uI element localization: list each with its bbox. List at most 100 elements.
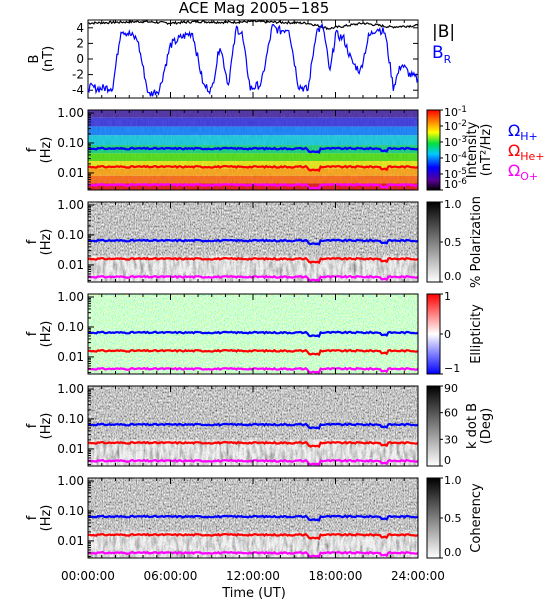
intensity-ytick-label: 0.10: [57, 136, 84, 150]
intensity-ytick-label: 1.00: [57, 106, 84, 120]
polarization-ytick-label: 0.01: [57, 258, 84, 272]
kdotb-ytick-label: 1.00: [57, 382, 84, 396]
polarization-colorbar: [426, 201, 441, 283]
panel-coherency: 1.00 0.10 0.01 f (Hz) 1.0 0.5 0.0 Coherency: [25, 474, 484, 559]
intensity-h_gyro-line: [87, 146, 419, 154]
legend-h-symbol: Ω: [508, 121, 520, 140]
ellipticity-texture: [88, 294, 418, 374]
kdotb-h_gyro-line: [87, 422, 419, 430]
legend-radial-name: B: [432, 43, 444, 63]
ellipticity-cbar-label: 0: [444, 328, 451, 341]
coherency-ylabel-f: f: [25, 515, 40, 520]
intensity-cbar-label: 10-5: [444, 167, 467, 181]
intensity-texture: [88, 110, 418, 190]
x-tick-label: 00:00:00: [61, 569, 115, 583]
kdotb-cbar-label: 60: [444, 407, 458, 420]
coherency-ylabel-unit: (Hz): [39, 505, 54, 532]
field-ytick-label: 0: [76, 52, 84, 66]
x-axis-label: Time (UT): [221, 586, 286, 600]
field-ytick-label: -2: [72, 68, 84, 82]
intensity-cbar-label: 10-1: [444, 105, 467, 119]
x-tick-labels: 00:00:00 06:00:00 12:00:00 18:00:00 24:00:00: [61, 569, 445, 583]
kdotb-cbar-label: 90: [444, 382, 458, 395]
field-y-ticks: 42 0 -2-4: [72, 20, 419, 98]
legend-he-gyro: ΩHe+: [508, 141, 545, 163]
coherency-colorbar: [426, 477, 441, 559]
polarization-cbar-label: 0.5: [444, 236, 462, 249]
chart-title: ACE Mag 2005−185: [179, 0, 330, 17]
ellipticity-colorbar: [426, 293, 441, 375]
field-ytick-label: 2: [76, 36, 84, 50]
x-tick-label: 24:00:00: [391, 569, 445, 583]
field-line-radial: [87, 22, 419, 97]
spectrogram-panels: 1.000.100.01f (Hz)10-110-210-310-410-510-…: [25, 105, 494, 559]
coherency-cbar-label: 0.5: [444, 512, 462, 525]
kdotb-colorbar: [426, 385, 441, 467]
intensity-colorbar-title: Intensity: [465, 121, 480, 178]
ellipticity-ytick-label: 0.01: [57, 350, 84, 364]
x-tick-label: 18:00:00: [309, 569, 363, 583]
coherency-ytick-label: 1.00: [57, 474, 84, 488]
polarization-colorbar-title: % Polarization: [469, 196, 484, 288]
ellipticity-colorbar-title: Ellipticity: [469, 304, 484, 364]
polarization-he_gyro-line: [87, 256, 419, 265]
coherency-cbar-label: 1.0: [444, 474, 462, 487]
ellipticity-ylabel-f: f: [25, 331, 40, 336]
field-ylabel-line2: (nT): [41, 46, 56, 72]
kdotb-ylabel-f: f: [25, 423, 40, 428]
polarization-ylabel-unit: (Hz): [39, 229, 54, 256]
coherency-h_gyro-line: [87, 514, 419, 522]
intensity-ylabel-f: f: [25, 147, 40, 152]
field-lines: [87, 19, 419, 97]
field-line-total: [87, 19, 419, 31]
polarization-cbar-label: 1.0: [444, 198, 462, 211]
field-ytick-label: 4: [76, 21, 84, 35]
legend-o-sub: O+: [520, 170, 538, 183]
legend-radial-sub: R: [444, 53, 452, 66]
kdotb-ylabel-unit: (Hz): [39, 413, 54, 440]
kdotb-cbar-label: 30: [444, 433, 458, 446]
ellipticity-ylabel-unit: (Hz): [39, 321, 54, 348]
coherency-ytick-label: 0.01: [57, 534, 84, 548]
kdotb-cbar-label: 0: [444, 454, 451, 467]
kdotb-colorbar-title: k dot B: [465, 403, 480, 449]
intensity-cbar-label: 10-2: [444, 119, 467, 133]
coherency-cbar-label: 0.0: [444, 546, 462, 559]
legend-h-sub: H+: [520, 130, 538, 143]
legend-h-gyro: ΩH+: [508, 121, 538, 143]
polarization-ytick-label: 1.00: [57, 198, 84, 212]
ellipticity-cbar-label: −1: [444, 362, 460, 375]
ellipticity-h_gyro-line: [87, 330, 419, 338]
legend-he-symbol: Ω: [508, 141, 520, 160]
legend-total-field: |B|: [432, 22, 455, 42]
polarization-ytick-label: 0.10: [57, 228, 84, 242]
polarization-cbar-label: 0.0: [444, 270, 462, 283]
intensity-cbar-label: 10-3: [444, 135, 467, 149]
legend-radial-field: BR: [432, 43, 452, 66]
ellipticity-ytick-label: 0.10: [57, 320, 84, 334]
field-plot-frame: [87, 19, 419, 99]
kdotb-ytick-label: 0.01: [57, 442, 84, 456]
intensity-colorbar-unit: (nT²/Hz): [479, 124, 494, 177]
legend-o-symbol: Ω: [508, 161, 520, 180]
polarization-h_gyro-line: [87, 238, 419, 246]
panel-ellipticity: 1.00 0.10 0.01 f (Hz) 1 0 −1 Ellipticity: [25, 290, 484, 375]
kdotb-ytick-label: 0.10: [57, 412, 84, 426]
kdotb-he_gyro-line: [87, 440, 419, 449]
panel-kdotb: 1.00 0.10 0.01 f (Hz) 90 60 30 0 k dot B (Deg): [25, 382, 494, 467]
ellipticity-ytick-label: 1.00: [57, 290, 84, 304]
field-panel: 420-2-4 B (nT) |B| BR: [27, 19, 455, 99]
intensity-colorbar: [426, 109, 441, 191]
intensity-cbar-label: 10-4: [444, 151, 467, 165]
intensity-he_gyro-line: [87, 164, 419, 173]
intensity-cbar-label: 10-6: [444, 177, 467, 191]
coherency-he_gyro-line: [87, 532, 419, 541]
legend-he-sub: He+: [520, 150, 544, 163]
intensity-ytick-label: 0.01: [57, 166, 84, 180]
ellipticity-cbar-label: 1: [444, 290, 451, 303]
x-tick-label: 12:00:00: [226, 569, 280, 583]
coherency-ytick-label: 0.10: [57, 504, 84, 518]
panel-intensity: 1.00 0.10 0.01 f (Hz) 10-110-2 10-3 10-4 10-510-…: [25, 105, 494, 191]
gyro-legend: ΩH+ ΩHe+ ΩO+: [508, 121, 545, 183]
